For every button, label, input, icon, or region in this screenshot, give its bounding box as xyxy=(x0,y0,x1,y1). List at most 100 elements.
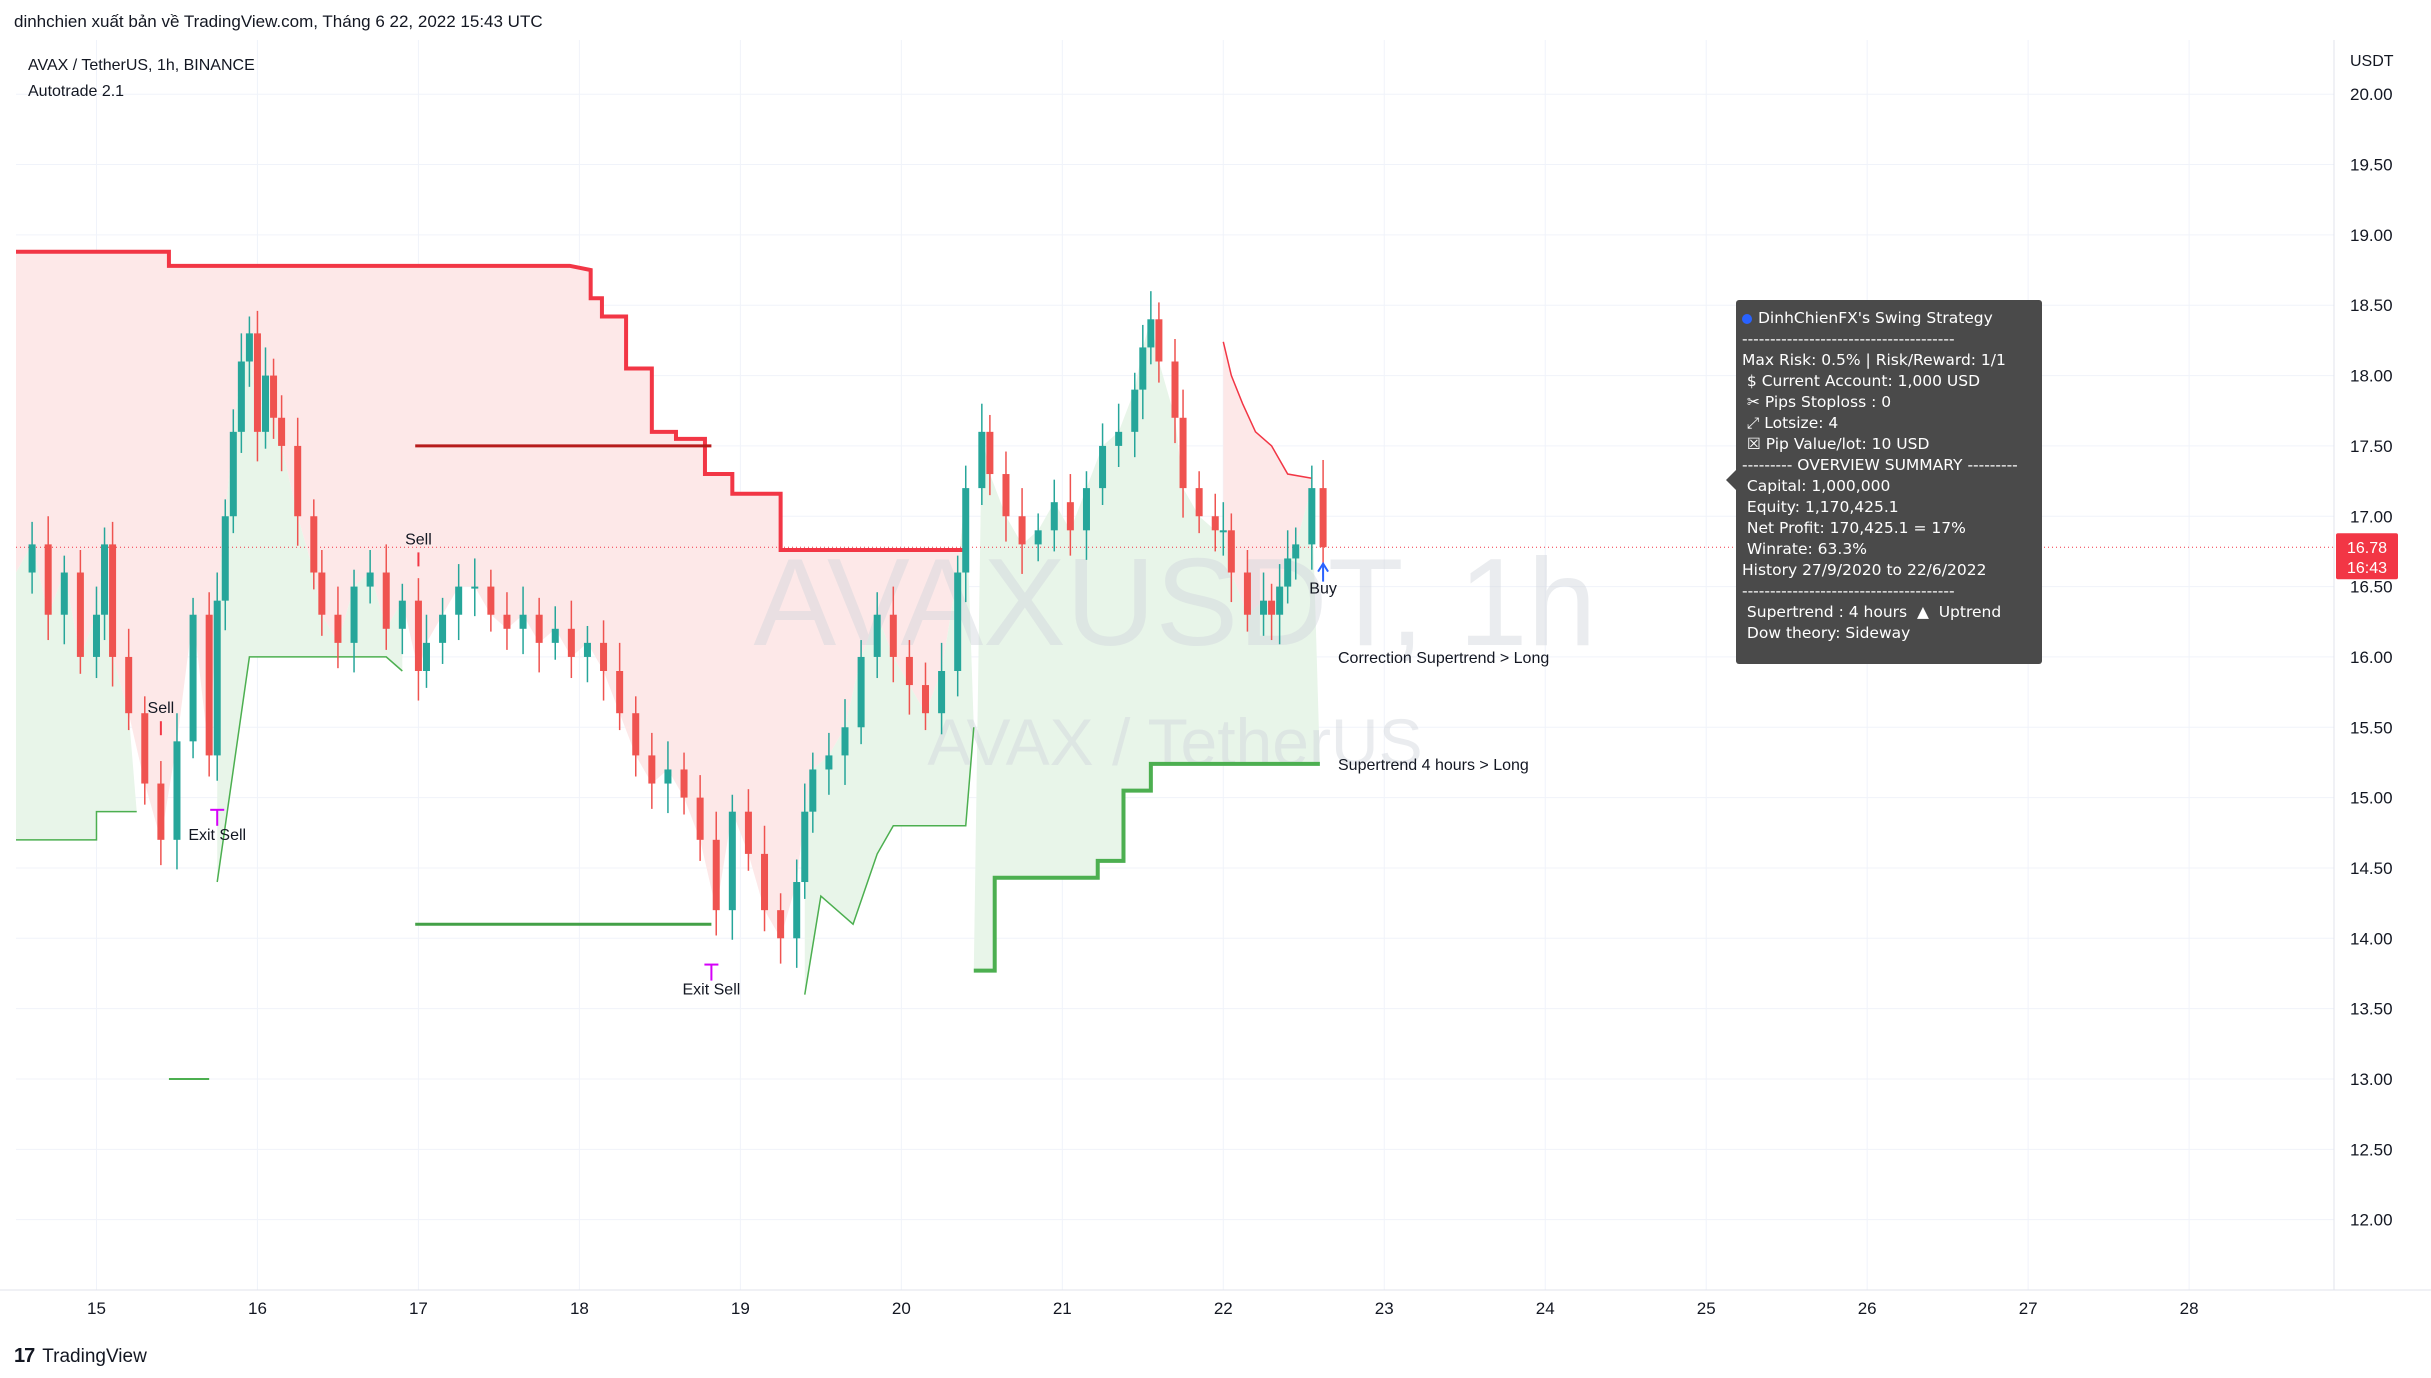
candle-body xyxy=(1195,488,1203,517)
candle-body xyxy=(101,544,109,615)
candle-body xyxy=(600,642,608,671)
x-tick-label: 22 xyxy=(1214,1299,1233,1318)
x-tick-label: 26 xyxy=(1858,1299,1877,1318)
watermark-sub: AVAX / TetherUS xyxy=(927,705,1422,779)
brand-name: TradingView xyxy=(42,1345,147,1367)
candle-body xyxy=(954,572,962,671)
candle-body xyxy=(60,572,68,615)
candles xyxy=(28,291,1327,968)
candle-body xyxy=(1308,488,1316,545)
candle-body xyxy=(1139,347,1147,390)
candle-body xyxy=(503,614,511,629)
candle-body xyxy=(728,811,736,911)
candle-body xyxy=(245,333,253,362)
candle-body xyxy=(857,656,865,728)
candle-body xyxy=(1211,516,1219,531)
candle-body xyxy=(157,783,165,840)
candle-body xyxy=(809,769,817,812)
x-tick-label: 25 xyxy=(1697,1299,1716,1318)
x-tick-label: 19 xyxy=(731,1299,750,1318)
y-tick-label: 18.50 xyxy=(2350,296,2393,315)
candle-body xyxy=(938,671,946,714)
candle-body xyxy=(1002,474,1010,517)
signal-label: Sell xyxy=(405,531,432,548)
candle-body xyxy=(1243,572,1251,615)
brand[interactable]: 17 TradingView xyxy=(14,1345,147,1368)
candle-body xyxy=(366,572,374,587)
candle-body xyxy=(278,417,286,446)
supertrend-1h-label: Correction Supertrend > Long xyxy=(1338,650,1549,667)
candle-body xyxy=(664,769,672,784)
candle-body xyxy=(1034,530,1042,545)
candle-body xyxy=(270,375,278,418)
supertrend-4h-green xyxy=(973,761,1320,973)
trade-signals: Sell Exit Sell Sell Exit Sell Buy Correction … xyxy=(148,531,1550,998)
panel-line: Supertrend : 4 hours ▲ Uptrend xyxy=(1742,603,2002,621)
y-tick-label: 14.00 xyxy=(2350,929,2393,948)
candle-body xyxy=(44,544,52,615)
x-tick-label: 24 xyxy=(1536,1299,1555,1318)
symbol-legend: AVAX / TetherUS, 1h, BINANCE xyxy=(28,57,255,74)
candle-body xyxy=(1171,361,1179,418)
y-tick-label: 20.00 xyxy=(2350,85,2393,104)
candle-body xyxy=(825,755,833,770)
y-tick-label: 19.00 xyxy=(2350,226,2393,245)
last-price-tag: 16.78 16:43 xyxy=(2336,533,2398,580)
x-tick-label: 15 xyxy=(87,1299,106,1318)
candle-body xyxy=(648,755,656,784)
candle-body xyxy=(422,642,430,671)
candle-body xyxy=(962,488,970,573)
x-tick-label: 17 xyxy=(409,1299,428,1318)
panel-line: ✂ Pips Stoploss : 0 xyxy=(1742,393,1892,411)
panel-line: ⤢ Lotsize: 4 xyxy=(1742,414,1839,432)
panel-line: ☒ Pip Value/lot: 10 USD xyxy=(1742,435,1930,453)
signal-label: Buy xyxy=(1309,581,1337,598)
candle-body xyxy=(334,614,342,643)
price-tag-value: 16.78 xyxy=(2347,540,2387,557)
candle-body xyxy=(76,572,84,657)
supertrend-1h-red xyxy=(16,249,966,553)
panel-pointer xyxy=(1726,470,1736,490)
candle-body xyxy=(221,516,229,601)
candle-body xyxy=(1260,600,1268,615)
candle-body xyxy=(141,713,149,784)
panel-line: Equity: 1,170,425.1 xyxy=(1742,498,1899,516)
candle-body xyxy=(777,910,785,939)
globe-icon xyxy=(1742,313,1752,324)
y-tick-label: 15.50 xyxy=(2350,718,2393,737)
y-tick-label: 17.00 xyxy=(2350,507,2393,526)
candle-body xyxy=(1082,488,1090,531)
supertrend-1h-green xyxy=(216,656,403,883)
y-axis-unit: USDT xyxy=(2350,53,2394,70)
y-tick-label: 14.50 xyxy=(2350,859,2393,878)
chart-legend: AVAX / TetherUS, 1h, BINANCE Autotrade 2… xyxy=(28,57,255,100)
candle-body xyxy=(92,614,100,657)
candle-body xyxy=(583,642,591,657)
y-tick-label: 13.00 xyxy=(2350,1070,2393,1089)
candle-body xyxy=(696,797,704,840)
signal-label: Exit Sell xyxy=(683,982,741,999)
candle-body xyxy=(1219,530,1227,533)
candle-body xyxy=(986,431,994,475)
x-tick-label: 16 xyxy=(248,1299,267,1318)
tradingview-logo-icon: 17 xyxy=(14,1345,35,1367)
candle-body xyxy=(841,727,849,756)
strategy-info-panel: DinhChienFX's Swing Strategy -----------… xyxy=(1726,300,2042,664)
candle-body xyxy=(978,431,986,489)
candle-body xyxy=(616,671,624,714)
y-tick-label: 15.00 xyxy=(2350,789,2393,808)
candle-body xyxy=(189,614,197,742)
candle-body xyxy=(1319,488,1327,548)
candle-body xyxy=(253,333,261,432)
candle-body xyxy=(1066,502,1074,531)
candle-body xyxy=(350,586,358,643)
candle-body xyxy=(1131,389,1139,432)
candle-body xyxy=(793,882,801,939)
candle-body xyxy=(761,853,769,911)
axes: 20.00 19.50 19.00 18.50 18.00 17.50 17.00 16.50… xyxy=(0,40,2431,1318)
price-tag-countdown: 16:43 xyxy=(2347,560,2387,577)
panel-line: Winrate: 63.3% xyxy=(1742,540,1867,558)
candle-body xyxy=(237,361,245,432)
panel-line: Net Profit: 170,425.1 = 17% xyxy=(1742,519,1966,537)
